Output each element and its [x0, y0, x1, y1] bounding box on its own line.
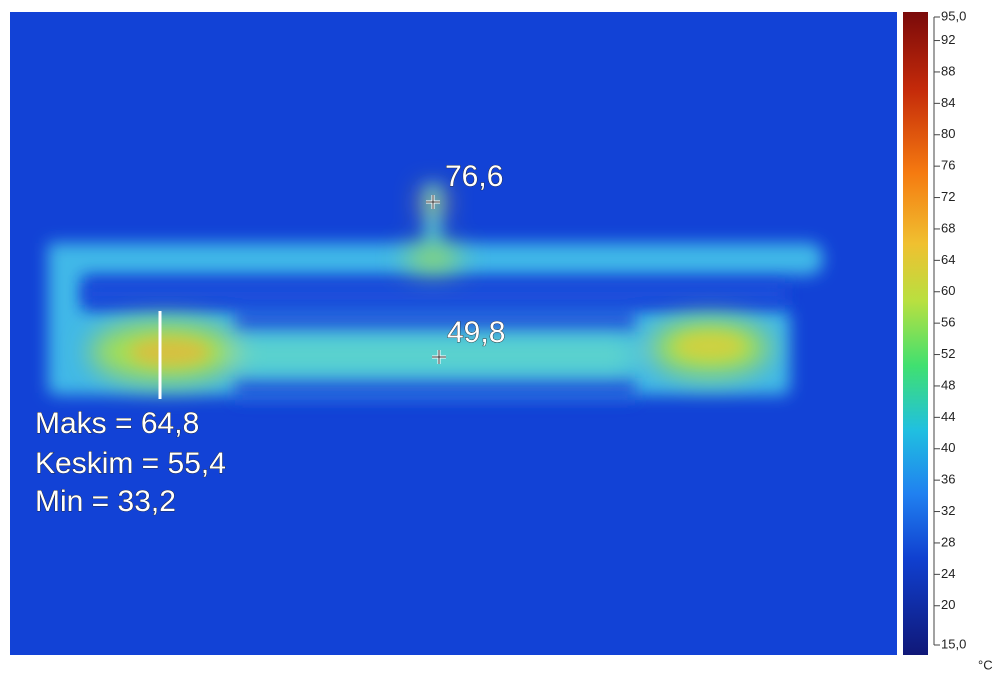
scale-tick-label: 36 [941, 472, 955, 487]
scale-tick-label: 92 [941, 32, 955, 47]
stat-label: Keskim = 55,4 [35, 447, 226, 480]
scale-tick-label: 44 [941, 409, 955, 424]
scale-tick-label: 88 [941, 63, 955, 78]
scale-tick-label: 64 [941, 252, 955, 267]
color-scale [903, 12, 928, 655]
scale-tick-label: 40 [941, 440, 955, 455]
scale-tick-label: 48 [941, 377, 955, 392]
scale-tick-label: 52 [941, 346, 955, 361]
scale-tick-label: 76 [941, 158, 955, 173]
scale-tick-label: 56 [941, 315, 955, 330]
scale-tick-label: 32 [941, 503, 955, 518]
scale-tick-label: 80 [941, 126, 955, 141]
scale-ticks: 92 88 84 80 76 72 68 64 60 56 52 48 44 40 36 32 28 24 20 95… [934, 8, 966, 651]
scale-tick-label: 84 [941, 95, 955, 110]
scale-tick-label: 28 [941, 534, 955, 549]
screen: 76,6 49,8 Maks = 64,8 Keskim = 55,4 Min … [0, 0, 1002, 675]
scale-tick-label: 68 [941, 220, 955, 235]
scale-tick-label: 60 [941, 283, 955, 298]
scale-end-label: 15,0 [941, 636, 966, 651]
scale-unit: °C [978, 657, 993, 672]
scale-tick-label: 72 [941, 189, 955, 204]
spot-label: 49,8 [447, 316, 505, 349]
thermal-image: 76,6 49,8 Maks = 64,8 Keskim = 55,4 Min … [10, 12, 897, 655]
scale-tick-label: 20 [941, 597, 955, 612]
stat-label: Min = 33,2 [35, 485, 176, 518]
scale-end-label: 95,0 [941, 8, 966, 23]
scale-tick-label: 24 [941, 566, 955, 581]
spot-label: 76,6 [445, 160, 503, 193]
stat-label: Maks = 64,8 [35, 407, 199, 440]
